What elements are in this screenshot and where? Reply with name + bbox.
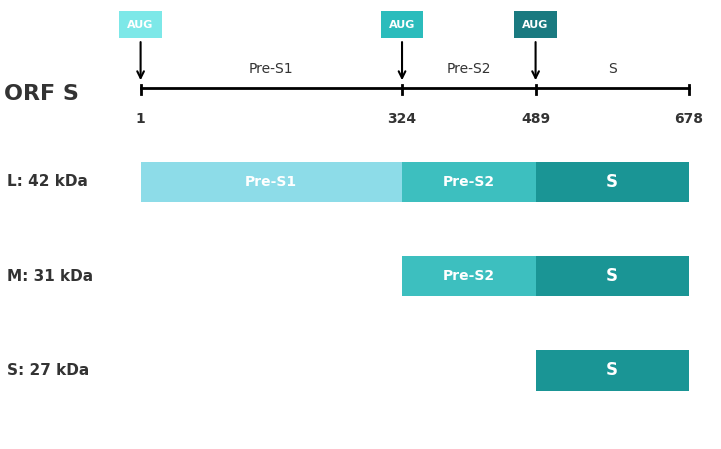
Text: S: 27 kDa: S: 27 kDa [7, 363, 89, 378]
Text: Pre-S2: Pre-S2 [446, 62, 491, 76]
Text: Pre-S2: Pre-S2 [443, 175, 495, 189]
Bar [536, 162, 689, 202]
Bar [536, 256, 689, 296]
Text: 678: 678 [674, 112, 703, 126]
Text: Pre-S1: Pre-S1 [245, 175, 297, 189]
Bar [402, 162, 536, 202]
Text: Pre-S1: Pre-S1 [249, 62, 293, 76]
Text: ORF S: ORF S [4, 84, 79, 104]
Text: M: 31 kDa: M: 31 kDa [7, 269, 93, 284]
Bar [536, 350, 689, 391]
Bar [141, 162, 402, 202]
Text: AUG: AUG [523, 20, 549, 30]
Text: S: S [606, 361, 618, 379]
Text: L: 42 kDa: L: 42 kDa [7, 174, 88, 189]
Text: S: S [608, 62, 616, 76]
FancyBboxPatch shape [120, 12, 162, 38]
Bar [402, 256, 536, 296]
Text: Pre-S2: Pre-S2 [443, 269, 495, 283]
Text: 1: 1 [136, 112, 146, 126]
Text: S: S [606, 267, 618, 285]
Text: AUG: AUG [128, 20, 154, 30]
FancyBboxPatch shape [381, 12, 423, 38]
Text: 324: 324 [387, 112, 417, 126]
Text: AUG: AUG [389, 20, 415, 30]
FancyBboxPatch shape [514, 12, 557, 38]
Text: 489: 489 [521, 112, 550, 126]
Text: S: S [606, 173, 618, 191]
